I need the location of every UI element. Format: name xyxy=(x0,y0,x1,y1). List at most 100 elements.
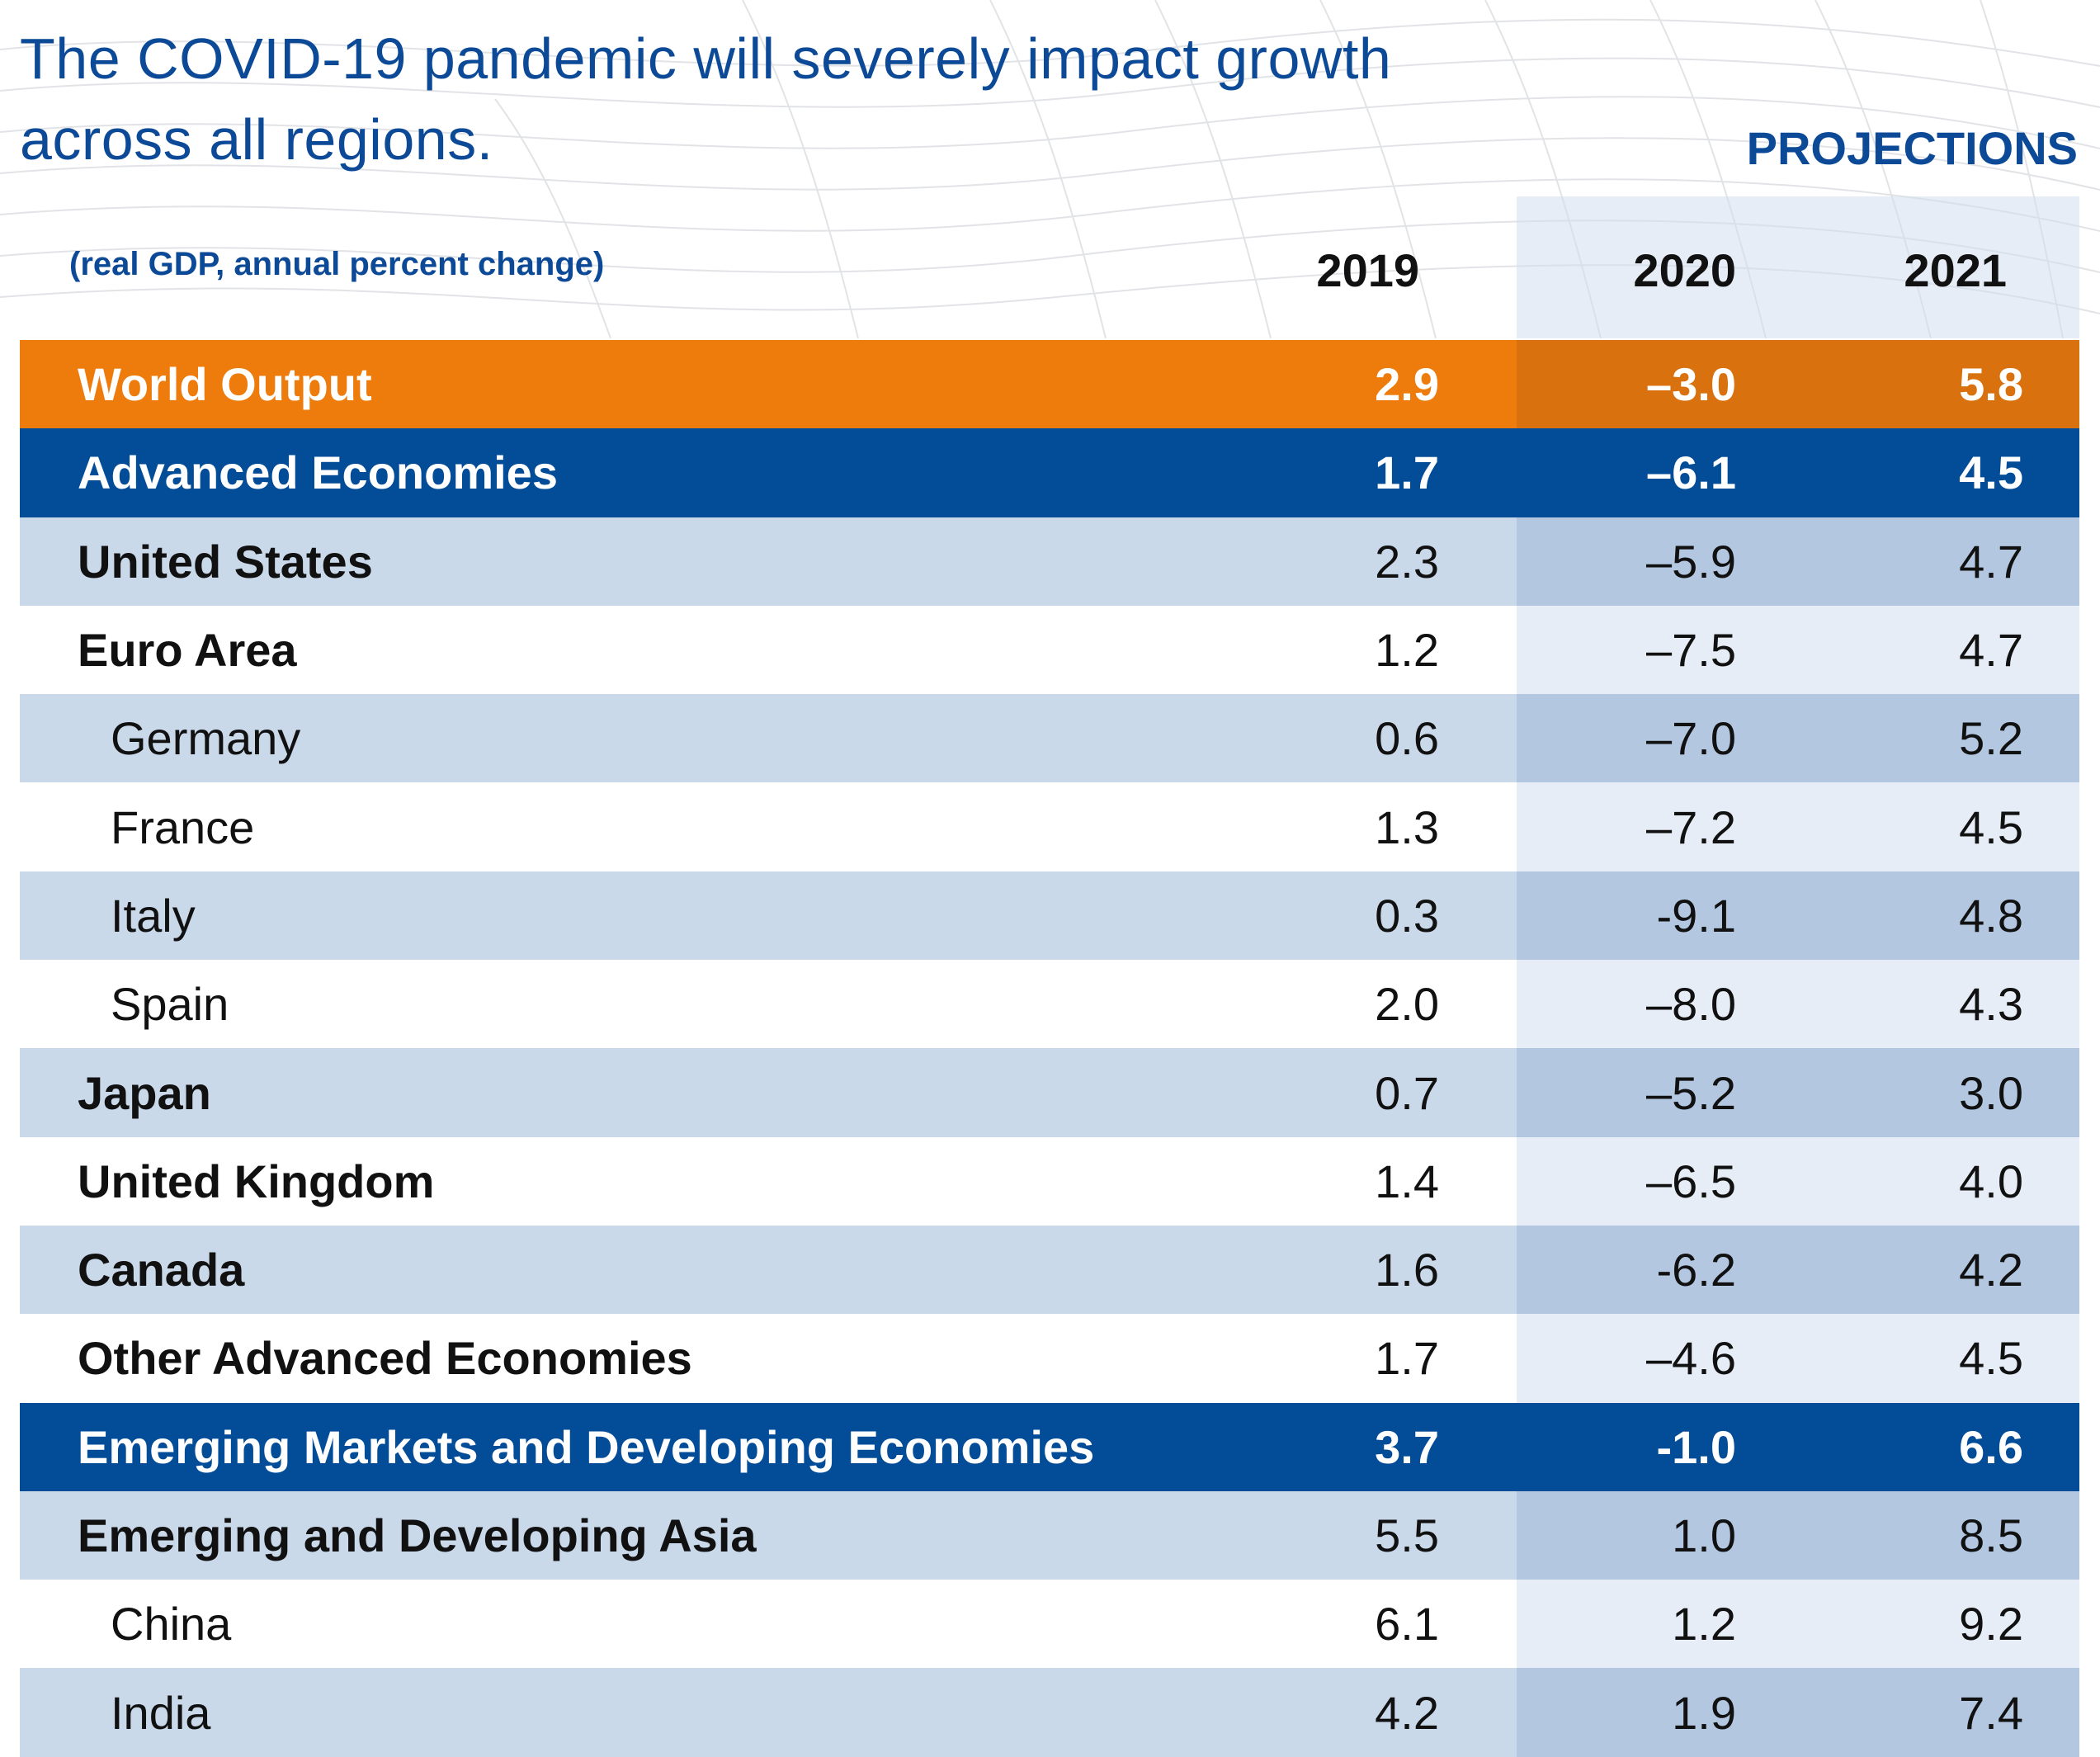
value-2020: 1.0 xyxy=(1672,1509,1736,1561)
value-2019: 1.3 xyxy=(1375,801,1439,853)
projection-cell-background xyxy=(1517,340,2079,429)
row-label: Euro Area xyxy=(78,624,297,677)
value-2019: 0.7 xyxy=(1375,1066,1439,1119)
value-2021: 4.7 xyxy=(1959,535,2023,588)
value-2021: 7.4 xyxy=(1959,1686,2023,1739)
value-2021: 5.8 xyxy=(1959,358,2023,411)
row-label: India xyxy=(111,1686,211,1739)
projection-cell-background xyxy=(1517,871,2079,961)
projection-cell-background xyxy=(1517,1136,2079,1226)
value-2021: 8.5 xyxy=(1959,1509,2023,1561)
value-2020: –7.5 xyxy=(1646,624,1736,677)
value-2021: 4.5 xyxy=(1959,1332,2023,1385)
projection-cell-background xyxy=(1517,428,2079,517)
value-2020: –7.0 xyxy=(1646,712,1736,765)
table-row: Spain 2.0 –8.0 4.3 xyxy=(20,960,2079,1049)
projection-cell-background xyxy=(1517,1314,2079,1403)
table-row: Italy 0.3 -9.1 4.8 xyxy=(20,871,2079,961)
row-label: Germany xyxy=(111,712,301,765)
projection-cell-background xyxy=(1517,1668,2079,1757)
value-2019: 2.9 xyxy=(1375,358,1439,411)
value-2021: 6.6 xyxy=(1959,1420,2023,1473)
value-2019: 3.7 xyxy=(1375,1420,1439,1473)
value-2019: 4.2 xyxy=(1375,1686,1439,1739)
row-label: United Kingdom xyxy=(78,1155,435,1207)
table-row: China 6.1 1.2 9.2 xyxy=(20,1580,2079,1669)
table-row: France 1.3 –7.2 4.5 xyxy=(20,782,2079,871)
value-2020: –5.9 xyxy=(1646,535,1736,588)
page-title: The COVID-19 pandemic will severely impa… xyxy=(20,26,1392,172)
projection-cell-background xyxy=(1517,694,2079,783)
projection-cell-background xyxy=(1517,782,2079,871)
column-header-2020: 2020 xyxy=(1633,244,1736,296)
gdp-table: World Output 2.9 –3.0 5.8 Advanced Economies… xyxy=(20,340,2079,1757)
value-2020: -6.2 xyxy=(1656,1244,1737,1296)
projection-cell-background xyxy=(1517,1580,2079,1669)
row-label: Advanced Economies xyxy=(78,446,558,499)
value-2020: 1.2 xyxy=(1672,1598,1736,1651)
row-label: Emerging and Developing Asia xyxy=(78,1509,757,1561)
column-header-2021: 2021 xyxy=(1904,244,2007,296)
value-2021: 4.5 xyxy=(1959,446,2023,499)
value-2021: 4.7 xyxy=(1959,624,2023,677)
row-label: World Output xyxy=(78,358,372,411)
value-2020: –5.2 xyxy=(1646,1066,1736,1119)
value-2021: 3.0 xyxy=(1959,1066,2023,1119)
projection-cell-background xyxy=(1517,1225,2079,1315)
value-2020: -1.0 xyxy=(1656,1420,1737,1473)
value-2019: 1.2 xyxy=(1375,624,1439,677)
value-2020: –6.1 xyxy=(1646,446,1736,499)
value-2021: 4.5 xyxy=(1959,801,2023,853)
value-2019: 1.7 xyxy=(1375,1332,1439,1385)
value-2021: 5.2 xyxy=(1959,712,2023,765)
projections-header-band xyxy=(1517,196,2079,338)
value-2019: 6.1 xyxy=(1375,1598,1439,1651)
row-label: Spain xyxy=(111,978,229,1031)
row-label: Emerging Markets and Developing Economie… xyxy=(78,1420,1095,1473)
table-row: World Output 2.9 –3.0 5.8 xyxy=(20,340,2079,429)
value-2019: 1.6 xyxy=(1375,1244,1439,1296)
value-2019: 1.4 xyxy=(1375,1155,1439,1207)
projections-label: PROJECTIONS xyxy=(1746,122,2078,174)
table-row: Emerging Markets and Developing Economie… xyxy=(20,1402,2079,1491)
value-2020: –7.2 xyxy=(1646,801,1736,853)
projection-cell-background xyxy=(1517,1490,2079,1580)
value-2021: 9.2 xyxy=(1959,1598,2023,1651)
row-label: Japan xyxy=(78,1066,211,1119)
table-row: Germany 0.6 –7.0 5.2 xyxy=(20,694,2079,783)
column-header-2019: 2019 xyxy=(1316,244,1419,296)
projection-cell-background xyxy=(1517,1402,2079,1491)
value-2019: 2.3 xyxy=(1375,535,1439,588)
row-label: Canada xyxy=(78,1244,245,1296)
value-2020: –6.5 xyxy=(1646,1155,1736,1207)
value-2019: 2.0 xyxy=(1375,978,1439,1031)
table-row: Other Advanced Economies 1.7 –4.6 4.5 xyxy=(20,1314,2079,1403)
row-label: Other Advanced Economies xyxy=(78,1332,692,1385)
value-2020: –4.6 xyxy=(1646,1332,1736,1385)
table-row: Advanced Economies 1.7 –6.1 4.5 xyxy=(20,428,2079,517)
projection-cell-background xyxy=(1517,1048,2079,1137)
value-2019: 0.6 xyxy=(1375,712,1439,765)
value-2021: 4.8 xyxy=(1959,889,2023,942)
value-2019: 1.7 xyxy=(1375,446,1439,499)
table-row: United States 2.3 –5.9 4.7 xyxy=(20,517,2079,606)
table-row: Japan 0.7 –5.2 3.0 xyxy=(20,1048,2079,1137)
table-row: Emerging and Developing Asia 5.5 1.0 8.5 xyxy=(20,1490,2079,1580)
row-label: China xyxy=(111,1598,232,1651)
table-row: Canada 1.6 -6.2 4.2 xyxy=(20,1225,2079,1315)
value-2020: -9.1 xyxy=(1656,889,1737,942)
value-2020: –3.0 xyxy=(1646,358,1736,411)
row-label: United States xyxy=(78,535,373,588)
value-2019: 5.5 xyxy=(1375,1509,1439,1561)
value-2020: –8.0 xyxy=(1646,978,1736,1031)
table-row: Euro Area 1.2 –7.5 4.7 xyxy=(20,605,2079,695)
value-2021: 4.3 xyxy=(1959,978,2023,1031)
projection-cell-background xyxy=(1517,605,2079,695)
value-2019: 0.3 xyxy=(1375,889,1439,942)
value-2020: 1.9 xyxy=(1672,1686,1736,1739)
table-subtitle: (real GDP, annual percent change) xyxy=(69,246,605,282)
projection-cell-background xyxy=(1517,960,2079,1049)
value-2021: 4.0 xyxy=(1959,1155,2023,1207)
row-label: France xyxy=(111,801,255,853)
table-row: United Kingdom 1.4 –6.5 4.0 xyxy=(20,1136,2079,1226)
